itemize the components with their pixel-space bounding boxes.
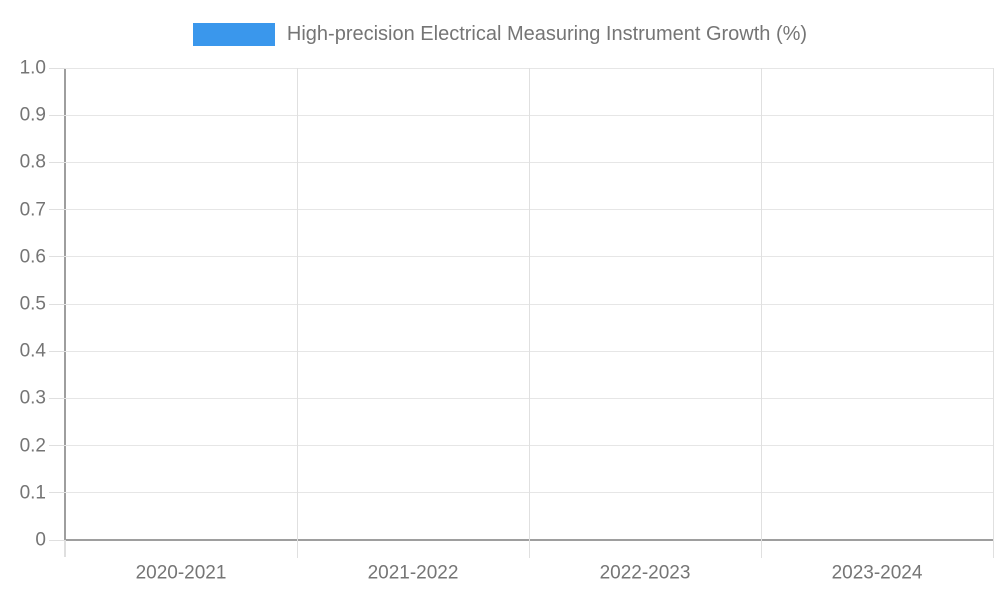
y-tick-label: 0.3 <box>19 387 46 409</box>
x-category-separator <box>760 68 762 558</box>
chart-legend[interactable]: High-precision Electrical Measuring Inst… <box>0 20 1000 48</box>
y-tick <box>49 445 65 447</box>
y-tick <box>49 161 65 163</box>
y-tick <box>49 67 65 69</box>
y-tick-label: 0.7 <box>19 199 46 221</box>
y-tick <box>49 539 65 541</box>
legend-swatch <box>192 22 275 46</box>
y-tick <box>49 303 65 305</box>
y-tick-label: 0.4 <box>19 340 46 362</box>
y-tick-label: 0.2 <box>19 435 46 457</box>
y-tick-label: 1.0 <box>19 57 46 79</box>
y-tick <box>49 114 65 116</box>
y-tick-label: 0.8 <box>19 151 46 173</box>
y-axis-tick-below <box>64 540 66 557</box>
y-tick-label: 0 <box>35 529 46 551</box>
y-tick <box>49 209 65 211</box>
x-tick-label: 2023-2024 <box>831 562 923 584</box>
y-tick-label: 0.9 <box>19 104 46 126</box>
x-category-separator <box>528 68 530 558</box>
y-tick-label: 0.6 <box>19 246 46 268</box>
plot-right-edge <box>992 68 994 558</box>
x-category-separator <box>296 68 298 558</box>
x-tick-label: 2020-2021 <box>135 562 227 584</box>
y-tick <box>49 397 65 399</box>
x-tick-label: 2022-2023 <box>599 562 691 584</box>
y-tick-label: 0.1 <box>19 482 46 504</box>
y-tick-label: 0.5 <box>19 293 46 315</box>
x-tick-label: 2021-2022 <box>367 562 459 584</box>
legend-label: High-precision Electrical Measuring Inst… <box>286 23 808 45</box>
y-tick <box>49 350 65 352</box>
y-tick <box>49 256 65 258</box>
y-tick <box>49 492 65 494</box>
